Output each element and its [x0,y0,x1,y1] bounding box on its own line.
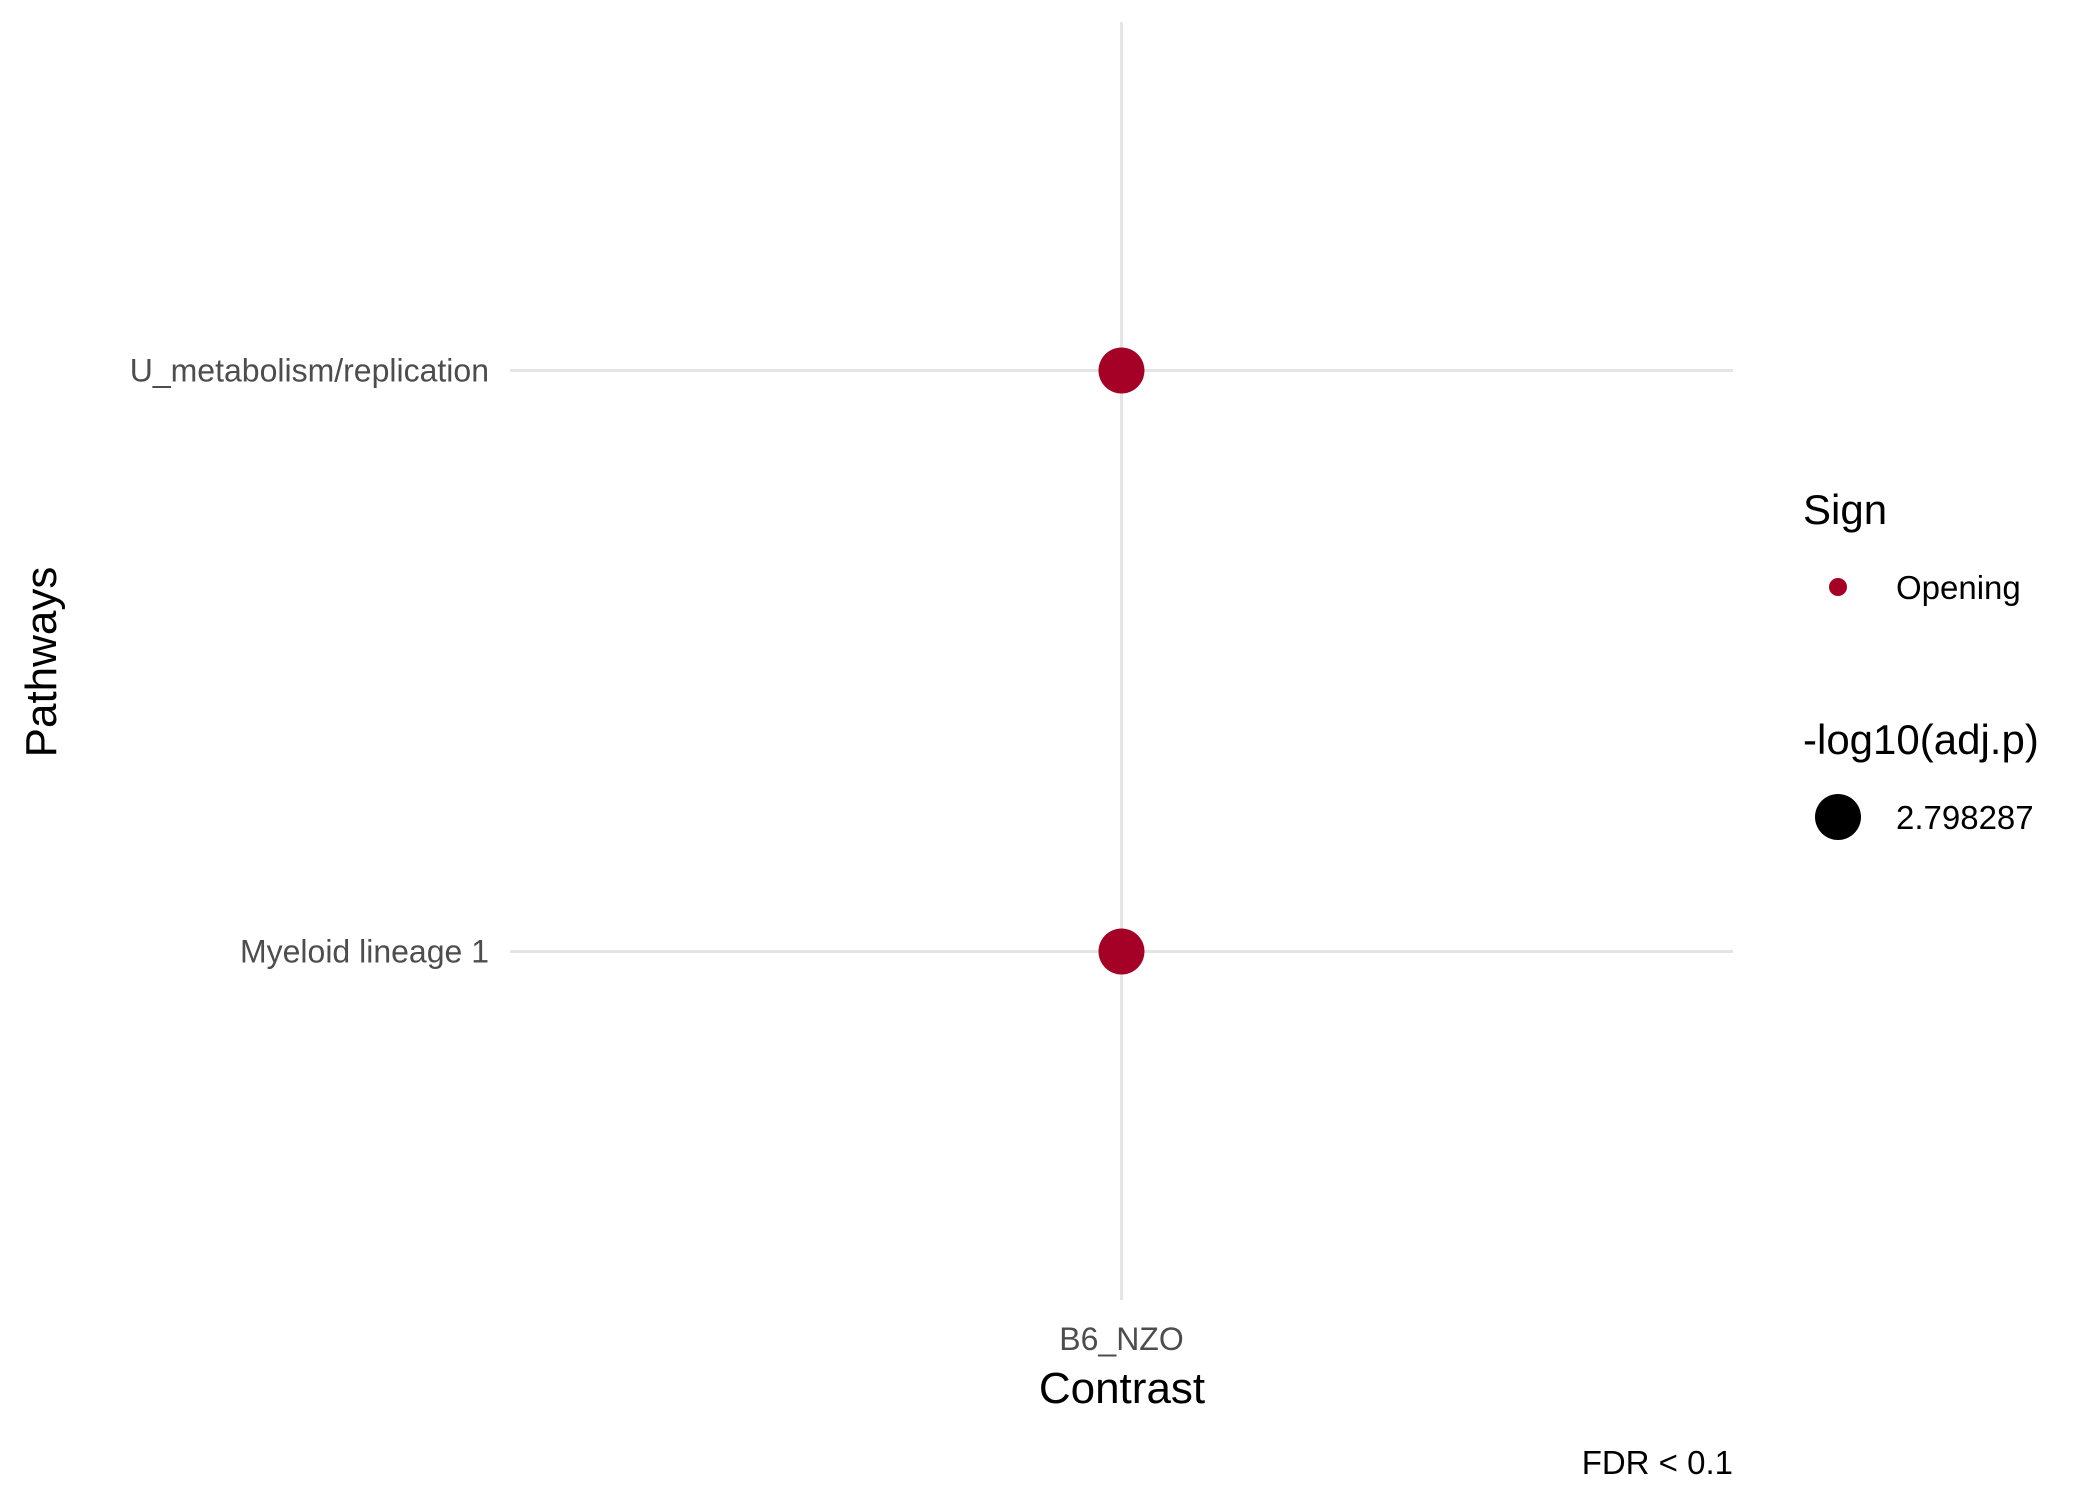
y-tick-label: Myeloid lineage 1 [240,933,489,969]
legend-size-key [1815,794,1861,840]
legend-size-label: 2.798287 [1896,799,2034,836]
points-layer [1098,347,1145,975]
caption: FDR < 0.1 [1582,1444,1733,1481]
y-tick-label: U_metabolism/replication [130,353,489,389]
data-point [1098,347,1145,394]
legend-sign-key [1829,578,1847,596]
legend-size: -log10(adj.p) 2.798287 [1803,716,2039,840]
x-tick-label: B6_NZO [1059,1321,1183,1357]
ticks-layer: B6_NZO Myeloid lineage 1 U_metabolism/repl… [130,353,1184,1357]
legend-sign: Sign Opening [1803,486,2021,606]
x-axis-title: Contrast [1039,1364,1205,1413]
y-axis-title: Pathways [17,567,66,758]
legend-sign-label: Opening [1896,569,2021,606]
data-point [1098,928,1145,975]
legend-size-title: -log10(adj.p) [1803,716,2039,763]
legend-sign-title: Sign [1803,486,1887,533]
grid-layer [510,22,1733,1300]
